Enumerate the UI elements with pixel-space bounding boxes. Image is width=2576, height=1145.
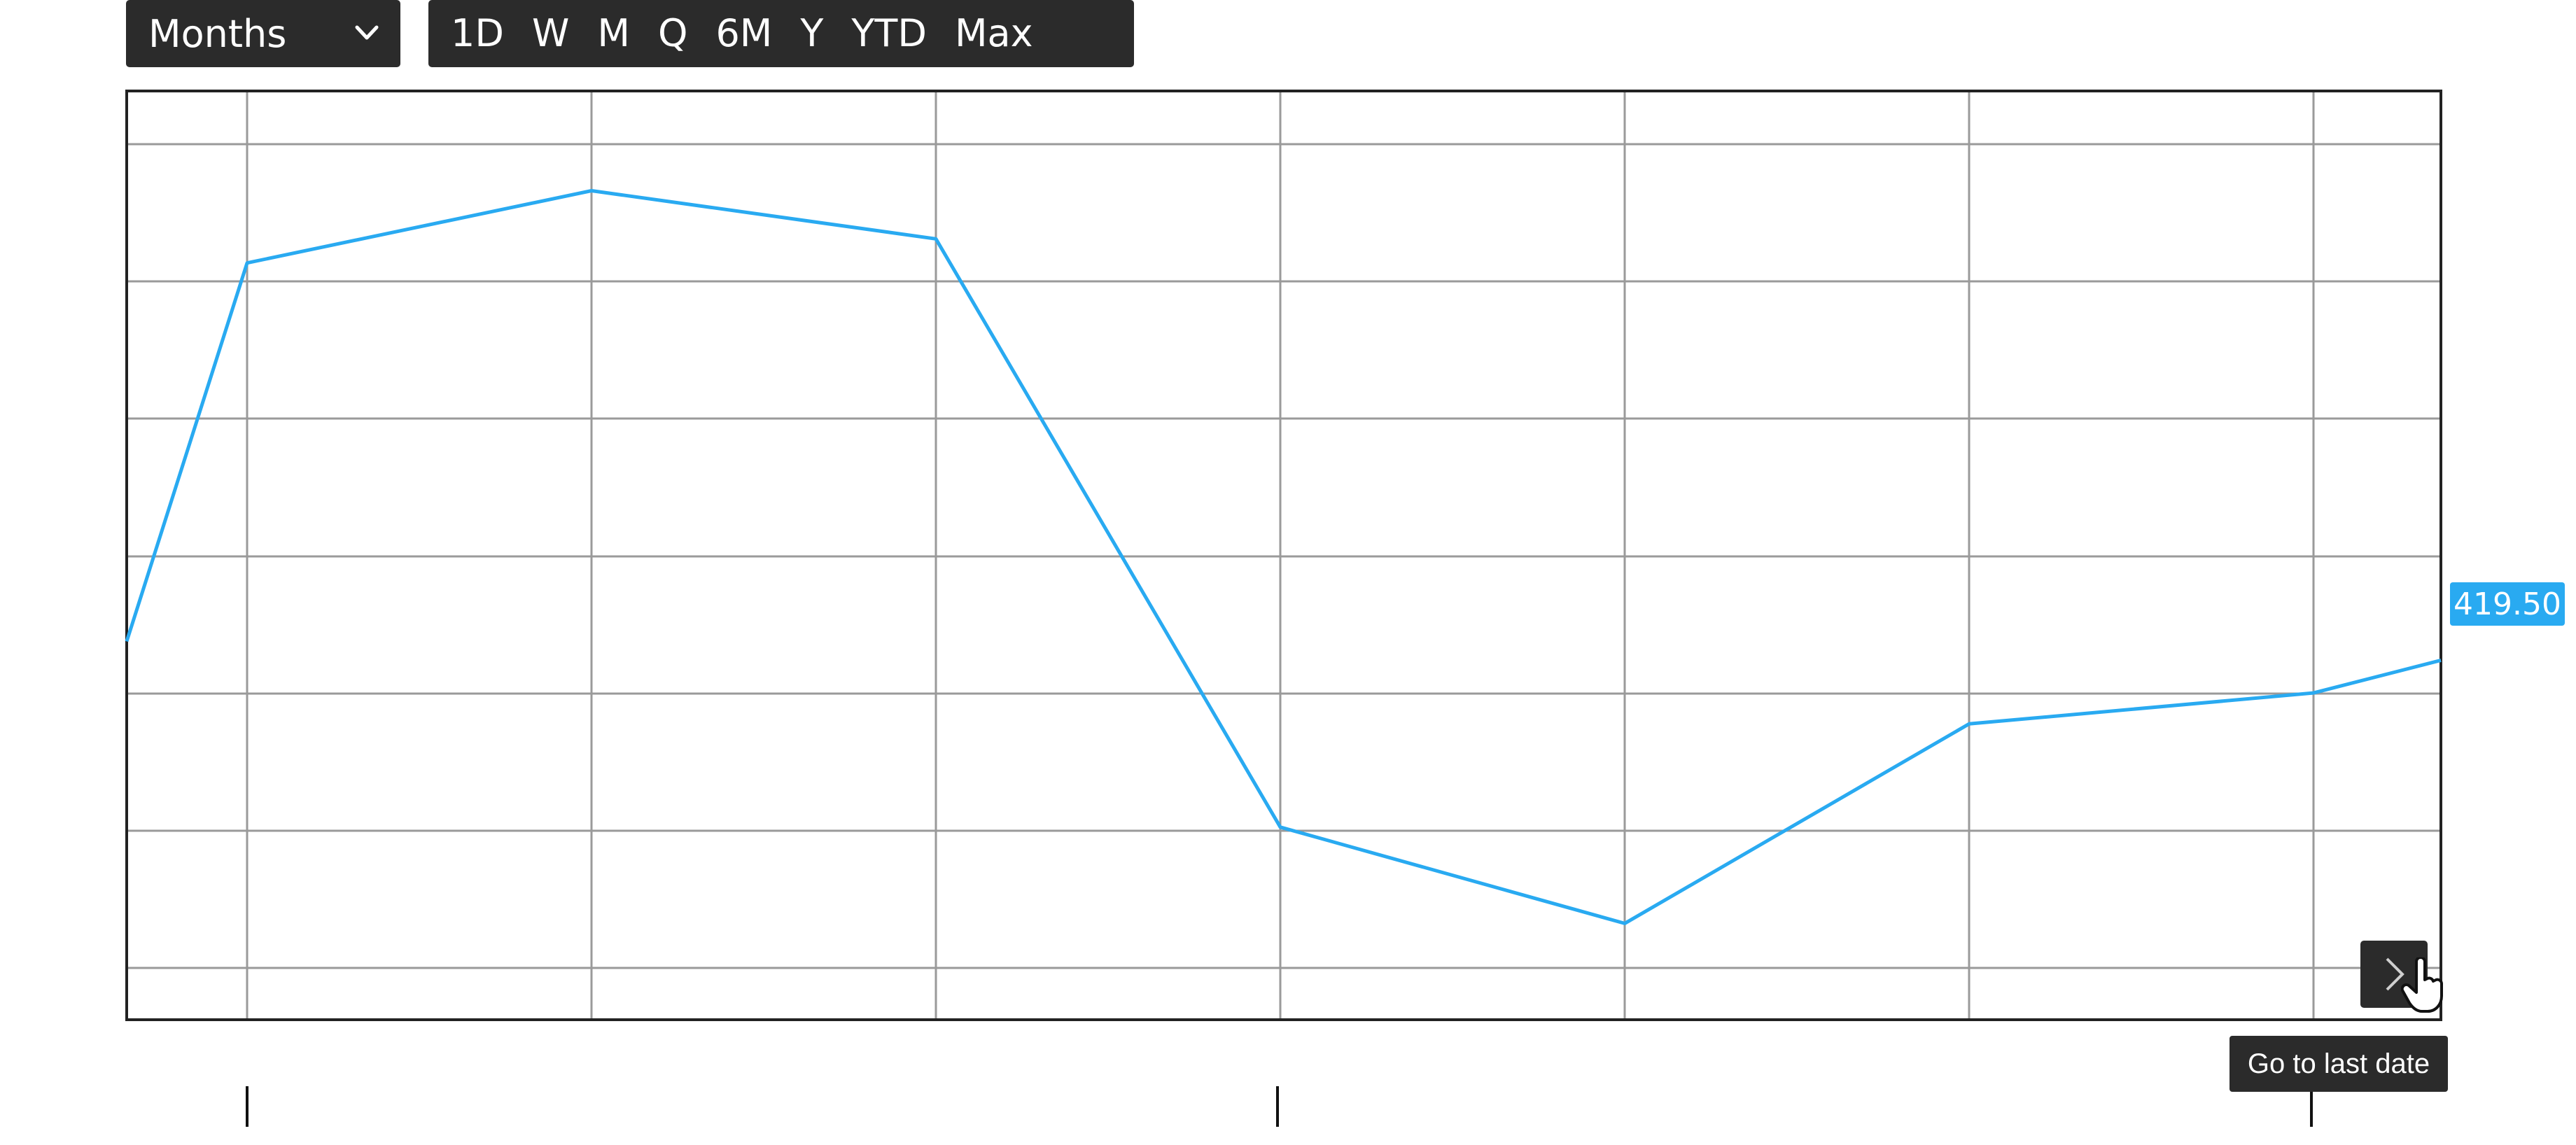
chevron-down-icon [355, 25, 379, 40]
range-selector: 1D W M Q 6M Y YTD Max [428, 0, 1134, 67]
interval-select-value: Months [148, 11, 287, 56]
range-ytd-button[interactable]: YTD [851, 11, 927, 55]
interval-select[interactable]: Months [126, 0, 400, 67]
price-line [125, 189, 2442, 925]
range-year-button[interactable]: Y [800, 11, 824, 55]
range-6m-button[interactable]: 6M [715, 11, 773, 55]
range-1d-button[interactable]: 1D [451, 11, 504, 55]
range-quarter-button[interactable]: Q [657, 11, 688, 55]
range-week-button[interactable]: W [531, 11, 570, 55]
range-max-button[interactable]: Max [954, 11, 1033, 55]
hand-cursor-icon [2401, 957, 2443, 1013]
last-price-label: 419.50 [2450, 582, 2565, 626]
chevron-right-icon [2386, 957, 2404, 991]
range-month-button[interactable]: M [597, 11, 630, 55]
go-to-last-date-tooltip: Go to last date [2230, 1036, 2448, 1092]
plot-frame [125, 90, 2442, 1021]
